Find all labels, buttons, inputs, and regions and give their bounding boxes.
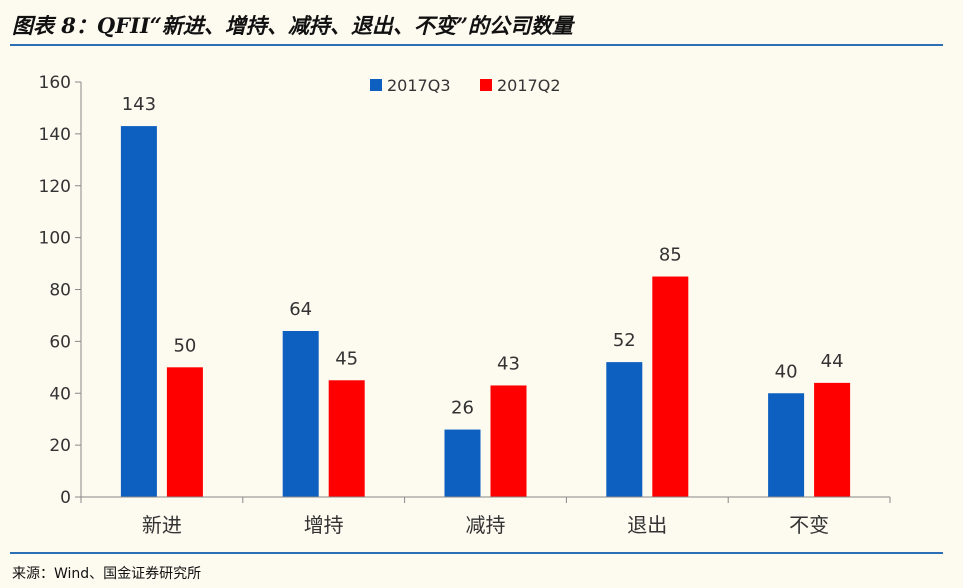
source-note: 来源：Wind、国金证券研究所	[12, 566, 202, 582]
x-axis: 新进 增持 减持 退出 不变	[80, 496, 891, 537]
data-label: 52	[613, 330, 636, 351]
bar	[814, 382, 851, 497]
x-tick-label: 减持	[466, 513, 506, 537]
legend-swatch	[480, 79, 492, 91]
data-label: 50	[173, 335, 196, 356]
x-tick-label: 不变	[789, 513, 829, 537]
data-label: 44	[821, 351, 844, 372]
data-labels: 143 50 64 45 26 43 52 85 40 44	[122, 94, 844, 418]
legend-label: 2017Q3	[387, 76, 451, 95]
x-tick-label: 退出	[627, 513, 667, 537]
y-tick-label: 100	[39, 229, 71, 249]
chart-title: 图表 8：QFII“新进、增持、减持、退出、不变”的公司数量	[12, 13, 573, 38]
y-tick-label: 40	[49, 384, 71, 404]
y-tick-label: 20	[49, 436, 71, 456]
bar	[328, 380, 365, 497]
legend-swatch	[370, 79, 382, 91]
data-label: 64	[289, 299, 312, 320]
y-tick-label: 80	[49, 281, 71, 301]
bar-chart: 2017Q3 2017Q2 0 20 40 60 80 100 120 140 160 143 50…	[39, 73, 891, 537]
x-tick-label: 增持	[304, 513, 344, 537]
bar	[768, 393, 805, 497]
y-axis: 0 20 40 60 80 100 120 140 160	[39, 73, 82, 508]
bar	[282, 331, 319, 497]
data-label: 85	[659, 245, 682, 266]
x-tick-label: 新进	[142, 513, 182, 537]
bars	[120, 126, 851, 497]
y-tick-label: 60	[49, 332, 71, 352]
legend: 2017Q3 2017Q2	[370, 76, 561, 95]
data-label: 143	[122, 94, 156, 115]
bar	[166, 367, 203, 497]
data-label: 26	[451, 398, 474, 419]
bar	[490, 385, 527, 497]
data-label: 40	[775, 361, 798, 382]
y-tick-label: 140	[39, 125, 71, 145]
data-label: 45	[335, 348, 358, 369]
y-tick-label: 160	[39, 73, 71, 93]
legend-label: 2017Q2	[497, 76, 561, 95]
bar	[444, 429, 481, 497]
bar	[120, 126, 157, 497]
title-divider	[10, 44, 943, 46]
bar	[652, 276, 689, 497]
y-tick-label: 120	[39, 177, 71, 197]
bar	[606, 362, 643, 497]
data-label: 43	[497, 353, 520, 374]
y-tick-label: 0	[60, 488, 71, 508]
footer-divider	[10, 552, 943, 554]
